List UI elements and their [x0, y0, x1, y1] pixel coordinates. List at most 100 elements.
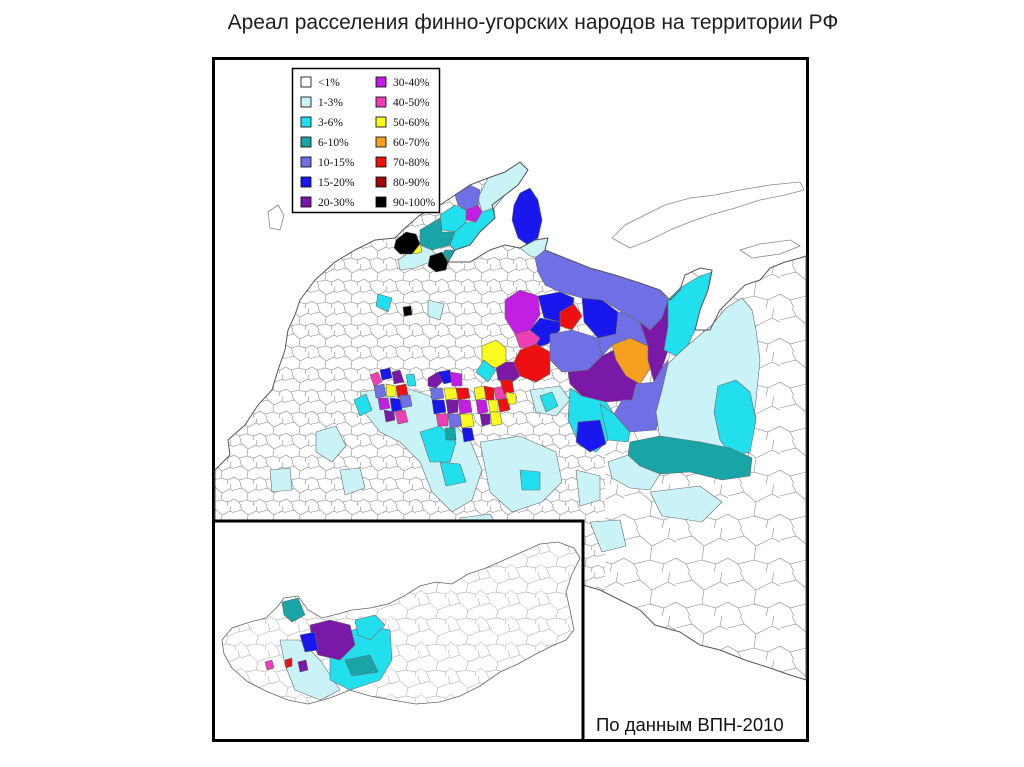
slide-title: Ареал расселения финно-угорских народов … [227, 11, 839, 34]
legend-label: 3-6% [318, 117, 343, 129]
region [299, 631, 319, 653]
legend-label: 40-50% [393, 97, 430, 109]
legend-box [291, 67, 441, 214]
island-outline [739, 239, 801, 259]
region [447, 413, 463, 429]
region [377, 397, 391, 411]
region [427, 299, 445, 321]
legend-swatch [375, 196, 387, 208]
region [402, 305, 413, 317]
colored-regions [269, 161, 761, 553]
region [613, 359, 669, 433]
region [461, 427, 475, 443]
legend-label: <1% [318, 77, 340, 89]
legend-label: 30-40% [393, 77, 430, 89]
legend-label: 6-10% [318, 137, 349, 149]
region [455, 387, 471, 401]
legend-label: 50-60% [393, 117, 430, 129]
legend-swatch [375, 96, 387, 108]
legend-label: 15-20% [318, 177, 355, 189]
region [353, 393, 373, 417]
legend-swatch [300, 76, 312, 88]
region [483, 385, 495, 401]
region [713, 379, 757, 457]
region [607, 454, 661, 491]
legend-label: 20-30% [318, 197, 355, 209]
region [373, 383, 387, 399]
region [649, 485, 723, 523]
region [459, 413, 475, 429]
island-outline [267, 204, 285, 231]
region [435, 413, 449, 427]
region [431, 399, 447, 415]
region [575, 469, 601, 507]
region [504, 289, 541, 335]
legend-swatch [375, 176, 387, 188]
legend-swatch [375, 156, 387, 168]
legend-swatch [300, 156, 312, 168]
legend-label: 10-15% [318, 157, 355, 169]
legend-label: 70-80% [393, 157, 430, 169]
legend: <1% 1-3% 3-6% 6-10% 10-15% 15-20% 20-30%… [291, 67, 441, 214]
region [444, 427, 457, 441]
region [505, 391, 517, 405]
legend-swatch [375, 136, 387, 148]
region [281, 597, 306, 623]
region [495, 361, 521, 385]
inset-map [213, 519, 585, 741]
region [391, 369, 405, 385]
region [354, 614, 386, 641]
legend-label: 1-3% [318, 97, 343, 109]
region [445, 399, 459, 415]
legend-swatch [300, 116, 312, 128]
region [489, 411, 503, 427]
island-outline [611, 181, 805, 249]
region [399, 394, 413, 409]
region [439, 461, 467, 487]
region [499, 379, 515, 395]
region [339, 467, 366, 496]
source-note: По данным ВПН-2010 [596, 714, 784, 735]
legend-swatch [375, 76, 387, 88]
region [575, 419, 607, 453]
region [611, 337, 653, 385]
region [475, 399, 489, 415]
region [284, 657, 293, 669]
region [405, 373, 417, 387]
region [315, 425, 347, 463]
region [394, 409, 409, 425]
arctic-islands [267, 181, 805, 259]
region [269, 467, 293, 493]
region [393, 231, 421, 255]
legend-swatch [300, 136, 312, 148]
region [383, 409, 396, 423]
region [385, 383, 397, 398]
region [519, 469, 541, 491]
region [429, 387, 445, 401]
region [539, 391, 559, 413]
region [264, 659, 275, 671]
legend-label: 60-70% [393, 137, 430, 149]
region [449, 371, 463, 387]
region [497, 397, 511, 413]
legend-swatch [300, 96, 312, 108]
region [529, 317, 561, 349]
region [457, 399, 473, 415]
region [297, 659, 309, 673]
region [379, 367, 393, 381]
legend-swatch [300, 176, 312, 188]
region [389, 397, 403, 413]
region [475, 359, 497, 383]
region [487, 399, 499, 413]
region [344, 654, 379, 677]
legend-label: 90-100% [393, 197, 436, 209]
region [443, 387, 459, 401]
region [479, 413, 491, 427]
region [599, 403, 631, 443]
region [375, 293, 393, 313]
region [589, 519, 627, 553]
region [427, 251, 449, 273]
region [369, 371, 383, 387]
legend-label: 80-90% [393, 177, 430, 189]
